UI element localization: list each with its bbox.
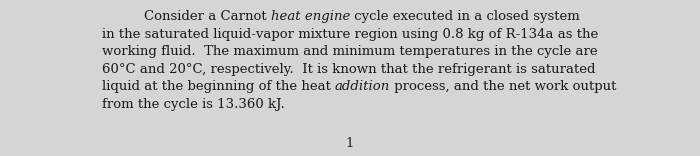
Text: 60°C and 20°C, respectively.  It is known that the refrigerant is saturated: 60°C and 20°C, respectively. It is known… <box>102 63 596 76</box>
Text: 1: 1 <box>346 137 354 150</box>
Text: process, and the net work output: process, and the net work output <box>391 80 617 93</box>
Text: Consider a Carnot: Consider a Carnot <box>144 10 271 23</box>
Text: from the cycle is 13.360 kJ.: from the cycle is 13.360 kJ. <box>102 98 285 111</box>
Text: working fluid.  The maximum and minimum temperatures in the cycle are: working fluid. The maximum and minimum t… <box>102 45 598 58</box>
Text: cycle executed in a closed system: cycle executed in a closed system <box>350 10 580 23</box>
Text: heat engine: heat engine <box>271 10 350 23</box>
Text: liquid at the beginning of the heat: liquid at the beginning of the heat <box>102 80 335 93</box>
Text: in the saturated liquid-vapor mixture region using 0.8 kg of R-134a as the: in the saturated liquid-vapor mixture re… <box>102 28 598 41</box>
Text: addition: addition <box>335 80 391 93</box>
